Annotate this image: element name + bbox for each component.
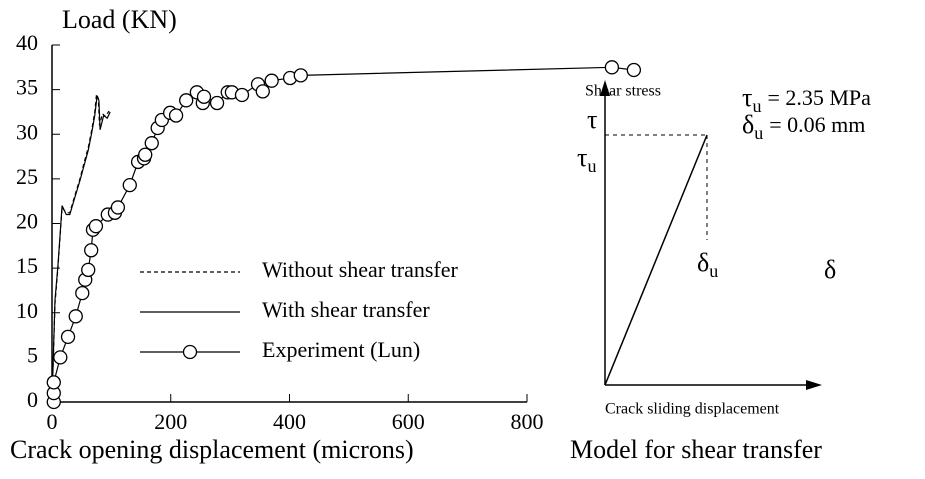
legend-label: Without shear transfer [262, 257, 458, 282]
model-tau-u: τu [577, 143, 596, 176]
data-point [122, 177, 137, 193]
data-point [264, 73, 279, 88]
data-point [81, 262, 96, 278]
model-x-label: Crack sliding displacement [605, 401, 780, 418]
y-tick-label: 25 [16, 164, 38, 189]
data-point [84, 243, 99, 258]
data-point [60, 329, 76, 344]
data-point [46, 375, 61, 390]
model-x-symbol: δ [824, 255, 836, 284]
data-point [138, 147, 153, 162]
data-point [110, 200, 126, 215]
data-point [234, 87, 250, 103]
model-y-arrow [600, 80, 610, 96]
data-point [168, 108, 184, 123]
x-tick-label: 600 [392, 409, 425, 434]
model-curve [604, 134, 708, 386]
model-delta-u: δu [697, 248, 718, 281]
legend-label: With shear transfer [262, 297, 430, 322]
model-diagram: Shear stress τ τu τu = 2.35 MPa δu = 0.06 … [570, 80, 871, 464]
data-point [604, 60, 620, 75]
data-point [196, 89, 212, 104]
y-tick-label: 20 [16, 209, 38, 234]
series-line [51, 95, 111, 403]
x-tick-label: 0 [47, 409, 58, 434]
data-point [75, 285, 90, 301]
data-point [293, 68, 308, 83]
data-point [179, 93, 194, 108]
model-delta-u: δu = 0.06 mm [742, 110, 865, 143]
data-point [255, 84, 270, 99]
legend-marker [182, 344, 198, 360]
x-tick-label: 800 [511, 409, 544, 434]
y-tick-label: 30 [16, 119, 38, 144]
y-axis-label: Load (KN) [62, 5, 177, 34]
y-tick-label: 0 [27, 387, 38, 412]
y-tick-label: 40 [16, 30, 38, 55]
y-tick-label: 15 [16, 253, 38, 278]
x-tick-label: 400 [273, 409, 306, 434]
model-x-arrow [806, 380, 822, 390]
x-tick-label: 200 [154, 409, 187, 434]
legend-label: Experiment (Lun) [262, 337, 420, 362]
data-point [626, 62, 642, 78]
model-y-label: Shear stress [585, 83, 661, 100]
model-tau-u: τu = 2.35 MPa [742, 83, 871, 116]
data-point [144, 136, 159, 151]
data-point [53, 350, 68, 365]
model-caption: Model for shear transfer [570, 435, 822, 464]
data-point [209, 95, 225, 111]
model-y-symbol: τ [587, 105, 597, 134]
y-tick-label: 10 [16, 298, 38, 323]
y-tick-label: 5 [27, 342, 38, 367]
data-point [88, 219, 104, 234]
x-axis-label: Crack opening displacement (microns) [10, 435, 414, 464]
y-tick-label: 35 [16, 75, 38, 100]
data-point [68, 309, 83, 324]
